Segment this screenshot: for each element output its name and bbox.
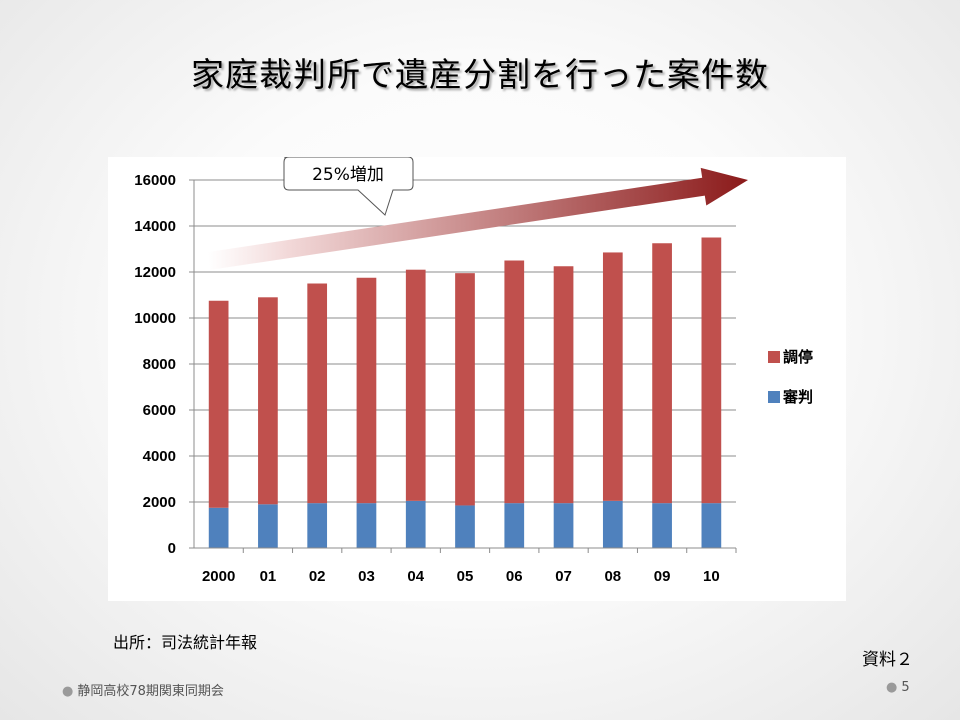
callout-text: 25%増加: [312, 165, 384, 185]
y-tick-label: 8000: [143, 356, 176, 373]
trend-arrow-icon: [207, 167, 748, 270]
y-tick-label: 12000: [134, 264, 176, 281]
material-label: 資料２: [862, 650, 913, 670]
footer-organization: 静岡高校78期関東同期会: [77, 684, 224, 699]
legend-label: 調停: [783, 348, 813, 366]
page-number: 5: [901, 680, 910, 695]
legend-swatch: [768, 351, 780, 363]
x-tick-label: 03: [358, 568, 375, 585]
bar-調停-07: [553, 266, 574, 504]
x-tick-label: 10: [703, 568, 720, 585]
x-tick-label: 01: [260, 568, 277, 585]
y-tick-label: 0: [168, 540, 176, 557]
bar-審判-10: [701, 503, 722, 548]
chart-panel: 0 2000 4000 6000 8000 10000 12000 14000 16000 200…: [108, 157, 846, 601]
bar-審判-05: [455, 505, 475, 548]
slide-title: 家庭裁判所で遺産分割を行った案件数: [191, 55, 769, 94]
bullet-icon: ●: [62, 684, 74, 699]
y-tick-label: 16000: [134, 172, 176, 189]
x-tick-label: 07: [555, 568, 572, 585]
y-tick-label: 6000: [143, 402, 176, 419]
callout-bubble: [283, 157, 414, 216]
bar-調停-06: [504, 260, 525, 504]
bar-調停-04: [405, 269, 426, 501]
x-tick-label: 09: [654, 568, 671, 585]
bar-審判-08: [602, 500, 623, 548]
stacked-bar-chart: 0 2000 4000 6000 8000 10000 12000 14000 16000 200…: [134, 157, 813, 585]
legend-label: 審判: [782, 388, 813, 406]
source-note: 出所：司法統計年報: [113, 633, 258, 652]
bar-調停-2000: [208, 300, 229, 508]
y-tick-label: 2000: [143, 494, 176, 511]
footer-right: ● 5: [886, 680, 910, 695]
bar-審判-07: [553, 503, 574, 548]
bullet-icon: ●: [886, 680, 898, 695]
x-tick-label: 02: [309, 568, 326, 585]
bar-調停-01: [258, 297, 278, 505]
x-tick-label: 08: [604, 568, 621, 585]
bar-調停-10: [701, 237, 722, 504]
bar-審判-04: [405, 500, 426, 548]
bar-調停-05: [455, 273, 475, 506]
y-tick-label: 4000: [143, 448, 176, 465]
x-tick-label: 04: [407, 568, 424, 585]
bar-審判-01: [258, 504, 278, 548]
x-tick-label: 06: [506, 568, 523, 585]
legend-swatch: [768, 391, 780, 403]
bar-審判-03: [356, 503, 377, 548]
bar-調停-03: [356, 277, 377, 504]
x-tick-label: 2000: [202, 568, 235, 585]
bar-審判-09: [652, 503, 672, 548]
bar-調停-02: [307, 283, 328, 504]
bar-調停-08: [602, 252, 623, 501]
footer-left: ● 静岡高校78期関東同期会: [62, 680, 224, 699]
bar-審判-06: [504, 503, 525, 548]
bar-審判-2000: [208, 507, 229, 548]
y-tick-label: 14000: [134, 218, 176, 235]
bar-審判-02: [307, 503, 328, 548]
y-tick-label: 10000: [134, 310, 176, 327]
x-tick-label: 05: [457, 568, 474, 585]
bar-調停-09: [652, 243, 672, 504]
